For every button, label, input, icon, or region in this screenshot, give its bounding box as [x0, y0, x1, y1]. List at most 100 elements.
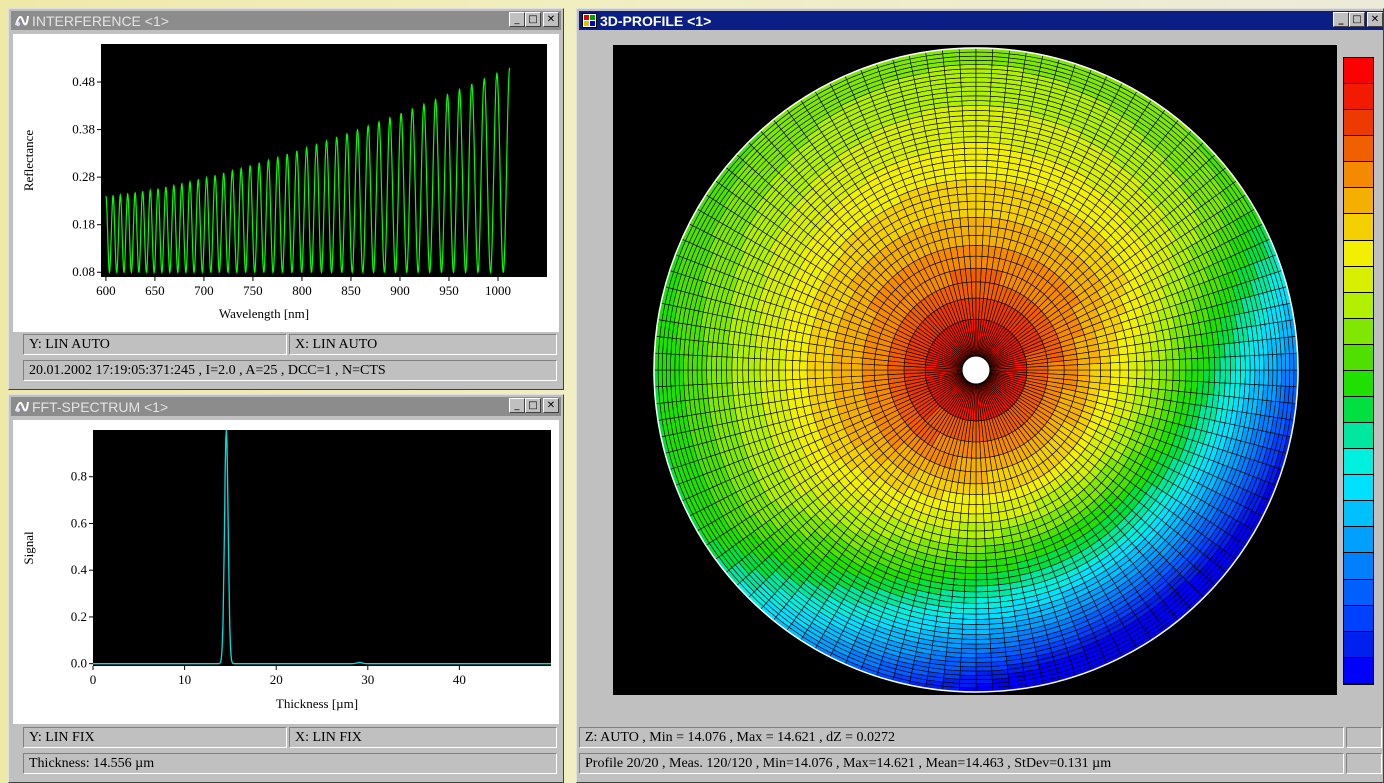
close-button[interactable]: ✕: [1367, 12, 1383, 27]
polar-cell: [1280, 353, 1287, 371]
polar-cell: [1171, 379, 1180, 392]
fft-series-line: [93, 430, 551, 665]
polar-cell: [765, 358, 773, 371]
polar-cell: [1089, 363, 1102, 371]
polar-cell: [975, 591, 989, 599]
polar-cell: [873, 374, 889, 381]
minimize-icon: _: [514, 400, 520, 411]
maximize-button[interactable]: □: [525, 12, 541, 27]
fft-chart[interactable]: 0.00.20.40.60.80 10 20 30 40SignalThickness …: [13, 420, 559, 724]
polar-cell: [975, 81, 992, 88]
polar-cell: [1135, 378, 1145, 389]
polar-cell: [1142, 387, 1152, 398]
fft-x-scale-text: X: LIN FIX: [295, 730, 362, 745]
minimize-icon: _: [514, 14, 520, 25]
polar-cell: [985, 552, 997, 561]
polar-cell: [1165, 379, 1174, 391]
polar-cell: [806, 360, 816, 371]
polar-cell: [1172, 358, 1181, 371]
x-tick-label: 40: [453, 672, 466, 687]
polar-cell: [1184, 380, 1193, 393]
polar-cell: [1289, 369, 1295, 387]
minimize-button[interactable]: _: [509, 12, 525, 27]
polar-cell: [975, 90, 991, 97]
polar-cell: [1144, 369, 1153, 380]
x-tick-label: 650: [145, 283, 165, 298]
minimize-button[interactable]: _: [509, 398, 525, 413]
polar-cell: [959, 670, 977, 676]
polar-cell: [975, 95, 991, 102]
polar-cell: [980, 470, 989, 485]
polar-cell: [1284, 353, 1291, 371]
polar-cell: [721, 369, 728, 384]
close-button[interactable]: ✕: [543, 12, 559, 27]
polar-cell: [822, 361, 833, 371]
polar-cell: [771, 358, 780, 371]
polar-cell: [959, 683, 977, 689]
polar-cell: [975, 522, 985, 532]
maximize-button[interactable]: □: [525, 398, 541, 413]
close-icon: ✕: [546, 400, 556, 411]
polar-cell: [778, 379, 787, 391]
polar-cell: [955, 172, 967, 181]
polar-cell: [1229, 356, 1236, 371]
polar-cell: [850, 369, 863, 377]
polar-cell: [1127, 352, 1138, 363]
profile-window[interactable]: 3D-PROFILE <1> _ □ ✕ Z: AUTO , Min = 14.…: [576, 8, 1384, 783]
interference-window[interactable]: INTERFERENCE <1> _ □ ✕ 0.08 0.18 0.28 0.38 0…: [8, 8, 564, 390]
polar-cell: [799, 351, 809, 362]
polar-cell: [665, 353, 672, 371]
polar-cell: [687, 369, 694, 386]
fft-y-scale-text: Y: LIN FIX: [29, 730, 95, 745]
polar-cell: [814, 361, 824, 371]
polar-cell: [661, 353, 668, 371]
x-tick-label: 750: [243, 283, 263, 298]
polar-cell: [1254, 354, 1260, 371]
polar-cell: [966, 538, 977, 547]
profile-titlebar[interactable]: 3D-PROFILE <1> _ □ ✕: [579, 11, 1383, 30]
polar-cell: [975, 179, 987, 188]
close-button[interactable]: ✕: [543, 398, 559, 413]
polar-cell: [975, 559, 987, 568]
polar-cell: [887, 369, 905, 375]
polar-cell: [1100, 369, 1112, 378]
interference-titlebar[interactable]: INTERFERENCE <1> _ □ ✕: [11, 11, 561, 30]
polar-cell: [1109, 376, 1121, 386]
polar-cell: [1249, 355, 1256, 371]
wave-app-icon: [14, 13, 29, 28]
polar-cell: [759, 380, 768, 393]
maximize-button[interactable]: □: [1349, 12, 1365, 27]
polar-cell: [692, 369, 698, 386]
polar-cell: [965, 172, 977, 181]
polar-cell: [975, 77, 992, 83]
polar-cell: [1267, 354, 1274, 371]
fft-window[interactable]: FFT-SPECTRUM <1> _ □ ✕ 0.0 0.2 0.4 0.6 0.8 0 1…: [8, 394, 564, 783]
polar-cell: [670, 353, 676, 371]
polar-cell: [975, 538, 986, 547]
polar-cell: [975, 678, 993, 685]
profile-polar-map[interactable]: [613, 45, 1337, 695]
polar-cell: [992, 201, 1003, 212]
polar-cell: [721, 356, 728, 371]
polar-cell: [984, 201, 995, 211]
polar-cell: [962, 623, 977, 630]
polar-cell: [962, 608, 977, 615]
polar-cell: [1178, 347, 1186, 360]
polar-cell: [792, 350, 801, 362]
polar-cell: [955, 552, 967, 561]
polar-cell: [726, 356, 733, 371]
minimize-button[interactable]: _: [1333, 12, 1349, 27]
y-tick-label: 0.4: [71, 562, 88, 577]
polar-cell: [814, 377, 825, 388]
color-scale-swatch: [1344, 657, 1373, 684]
polar-cell: [961, 90, 977, 97]
color-scale-swatch: [1344, 344, 1373, 371]
polar-cell: [962, 110, 977, 117]
fft-titlebar[interactable]: FFT-SPECTRUM <1> _ □ ✕: [11, 397, 561, 416]
polar-cell: [1224, 369, 1231, 384]
polar-cell: [968, 234, 977, 246]
polar-cell: [954, 166, 967, 175]
polar-cell: [960, 661, 977, 668]
polar-cell: [975, 661, 992, 668]
